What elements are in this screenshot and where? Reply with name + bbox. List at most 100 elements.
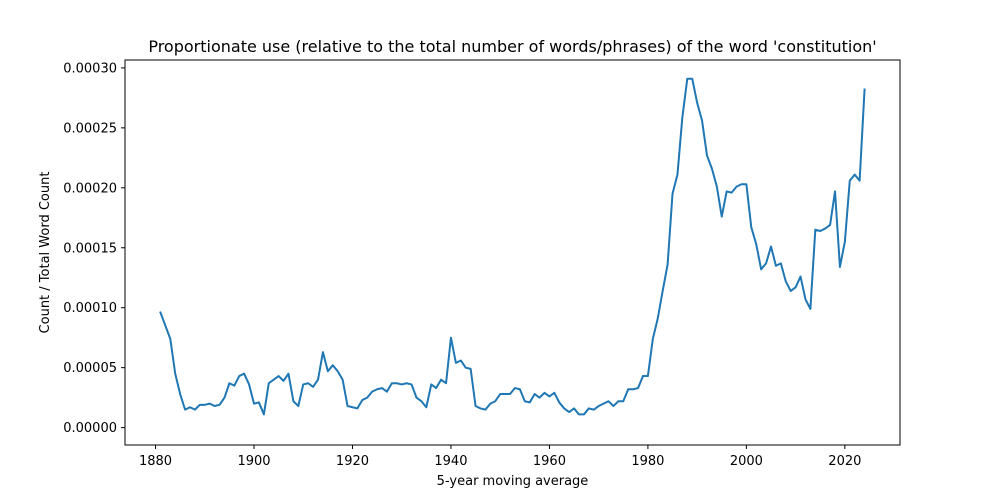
data-point [864,89,865,90]
data-point [662,290,663,291]
data-point [194,409,195,410]
data-point [583,414,584,415]
data-point [613,406,614,407]
data-point [687,78,688,79]
data-point [825,228,826,229]
data-point [160,312,161,313]
data-point [598,406,599,407]
data-point [401,384,402,385]
data-point [244,373,245,374]
data-point [367,397,368,398]
data-point [766,263,767,264]
data-point [254,403,255,404]
data-point [716,186,717,187]
data-point [706,155,707,156]
data-point [524,401,525,402]
data-point [396,383,397,384]
data-point [505,394,506,395]
data-point [628,389,629,390]
data-point [608,401,609,402]
data-point [771,246,772,247]
data-point [460,360,461,361]
data-point [736,186,737,187]
data-point [175,373,176,374]
data-point [677,174,678,175]
y-tick-label: 0.00030 [63,61,117,76]
data-point [465,367,466,368]
data-point [485,409,486,410]
data-point [411,384,412,385]
data-point [204,404,205,405]
data-point [268,383,269,384]
data-point [421,401,422,402]
y-tick-label: 0.00005 [63,361,117,376]
data-point [529,402,530,403]
data-point [219,404,220,405]
data-point [372,391,373,392]
data-point [549,396,550,397]
data-point [539,397,540,398]
data-point [318,379,319,380]
data-point [303,384,304,385]
data-point [593,409,594,410]
data-point [386,391,387,392]
data-point [844,241,845,242]
x-tick-label: 2000 [730,454,763,469]
data-point [682,117,683,118]
data-point [574,408,575,409]
data-point [455,362,456,363]
data-point [815,229,816,230]
data-point [805,299,806,300]
data-point [214,406,215,407]
data-point [170,338,171,339]
data-point [258,402,259,403]
data-point [288,373,289,374]
data-point [406,383,407,384]
data-point [623,401,624,402]
data-point [726,191,727,192]
axes-layer [124,59,901,446]
data-point [544,392,545,393]
data-point [785,281,786,282]
data-point [795,287,796,288]
data-point [559,402,560,403]
x-tick-label: 1880 [139,454,172,469]
x-tick-label: 1980 [631,454,664,469]
data-point [657,318,658,319]
data-point [450,337,451,338]
data-point [514,388,515,389]
data-point [519,389,520,390]
data-point [839,266,840,267]
data-point [436,388,437,389]
data-point [327,371,328,372]
data-point [416,397,417,398]
data-point [721,216,722,217]
x-tick-label: 1960 [533,454,566,469]
data-point [293,401,294,402]
data-point [731,192,732,193]
data-point [854,174,855,175]
data-point [746,184,747,185]
y-tick-label: 0.00000 [63,421,117,436]
data-point [352,407,353,408]
y-tick-label: 0.00010 [63,301,117,316]
data-point [756,244,757,245]
data-point [603,403,604,404]
data-point [495,401,496,402]
data-point [224,397,225,398]
x-tick-label: 2020 [828,454,861,469]
data-point [342,379,343,380]
data-point [564,408,565,409]
plot-frame [124,59,901,446]
data-point [810,308,811,309]
data-point [475,406,476,407]
data-point [642,376,643,377]
data-point [692,78,693,79]
data-point [382,388,383,389]
x-tick-label: 1940 [434,454,467,469]
data-point [470,368,471,369]
data-point [554,392,555,393]
data-point [239,376,240,377]
data-point [569,412,570,413]
